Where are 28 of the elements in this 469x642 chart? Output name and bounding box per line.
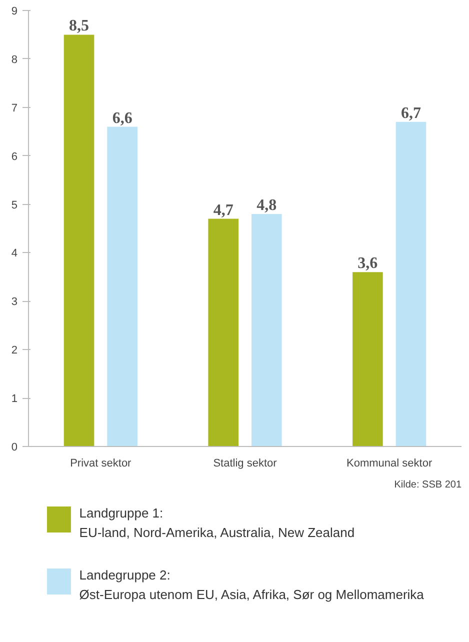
text: 8,5: [69, 18, 90, 35]
legend-label: Landegruppe 2: Øst-Europa utenom EU, Asia, Afrika, Sør og Mellomamerika: [79, 568, 425, 602]
y-tick-label: 5: [11, 199, 18, 212]
y-tick-label: 0: [11, 442, 18, 454]
y-tick-label: 1: [11, 393, 18, 406]
text: 6,6: [112, 110, 132, 127]
text: 4,7: [213, 202, 234, 219]
bar: [396, 122, 426, 446]
y-tick-label: 2: [11, 344, 18, 357]
y-tick-label: 6: [11, 150, 18, 163]
x-tick-label: Privat sektor: [70, 458, 132, 470]
bar: [251, 214, 282, 446]
bar: [64, 34, 94, 446]
legend-label: Landgruppe 1: EU-land, Nord-Amerika, Australia, New Zealand: [79, 506, 355, 540]
text: 6,7: [400, 104, 421, 122]
bar: [208, 218, 239, 446]
y-tick-label: 3: [11, 296, 18, 308]
y-tick-label: 8: [11, 54, 18, 66]
y-tick-label: 4: [11, 248, 18, 260]
text: Kilde: SSB 201: [394, 480, 462, 490]
text: 4,8: [256, 196, 277, 214]
y-tick-label: 7: [11, 102, 18, 114]
x-tick-label: Kommunal sektor: [346, 458, 432, 470]
text: 3,6: [358, 255, 378, 272]
bar: [352, 272, 383, 446]
bar: [107, 126, 138, 446]
y-tick-label: 9: [11, 6, 18, 18]
x-tick-label: Statlig sektor: [213, 458, 278, 470]
